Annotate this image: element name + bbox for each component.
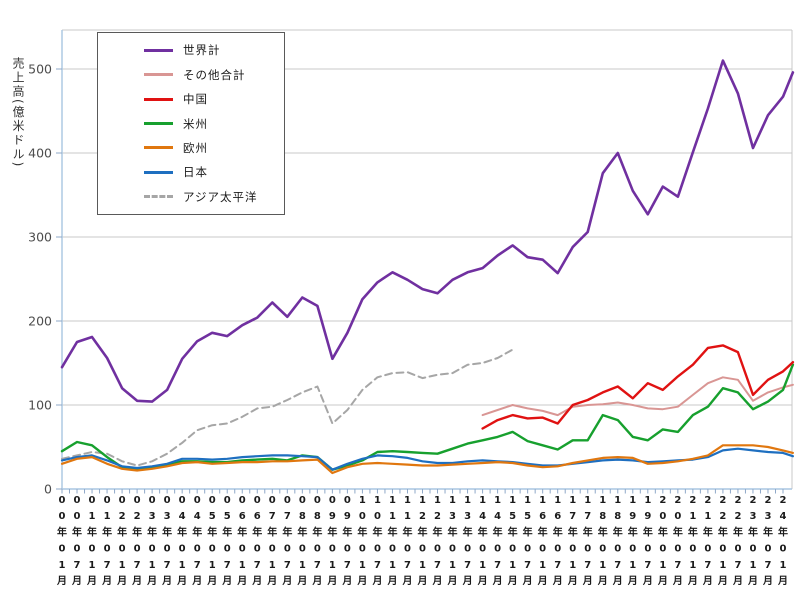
legend-swatch-japan <box>144 170 173 174</box>
x-tick-labels: 0 0 年 0 1 月 0 0 年 0 7 月 0 1 年 0 1 月 0 1 年 0 7 月 0 2 年 0 1 月 0 2 年 0 7 月 0 3 年 0… <box>56 495 788 587</box>
gridlines <box>62 68 792 406</box>
legend-swatch-world-total <box>144 48 173 52</box>
legend-label-americas: 米州 <box>183 116 208 131</box>
legend-swatch-china <box>144 97 173 101</box>
y-tick-label-400: 400 <box>28 146 52 161</box>
legend-item-world-total: 世界計 <box>98 39 284 61</box>
legend-item-europe: 欧州 <box>98 137 284 159</box>
legend-item-americas: 米州 <box>98 113 284 135</box>
legend-swatch-others-total <box>144 73 173 77</box>
legend-box: 世界計その他合計中国米州欧州日本アジア太平洋 <box>97 32 285 215</box>
y-axis-title: 売上高(億米ドル) <box>11 57 25 169</box>
axis-ticks <box>56 68 784 494</box>
y-tick-labels: 0 100 200 300 400 500 <box>28 62 52 497</box>
series-line-world-total <box>60 59 795 403</box>
legend-label-asia-pacific: アジア太平洋 <box>183 189 258 204</box>
y-tick-label-0: 0 <box>44 482 52 497</box>
legend-swatch-americas <box>144 122 173 125</box>
legend-label-others-total: その他合計 <box>183 67 246 82</box>
legend-label-europe: 欧州 <box>183 140 208 155</box>
legend-label-china: 中国 <box>183 92 208 107</box>
legend-swatch-asia-pacific <box>144 195 173 199</box>
series-line-china <box>481 344 795 430</box>
legend-label-world-total: 世界計 <box>183 43 221 58</box>
legend-item-japan: 日本 <box>98 161 284 183</box>
legend-item-asia-pacific: アジア太平洋 <box>98 186 284 208</box>
y-tick-label-300: 300 <box>28 230 52 245</box>
series-line-asia-pacific <box>61 348 514 467</box>
series-lines <box>60 59 795 475</box>
legend-swatch-europe <box>144 146 173 150</box>
series-line-others-total <box>481 376 794 417</box>
y-tick-label-100: 100 <box>28 398 52 413</box>
series-line-americas <box>60 363 795 471</box>
legend-item-china: 中国 <box>98 88 284 110</box>
legend-item-others-total: その他合計 <box>98 64 284 86</box>
y-tick-label-200: 200 <box>28 314 52 329</box>
y-tick-label-500: 500 <box>28 62 52 77</box>
legend-label-japan: 日本 <box>183 165 208 180</box>
series-line-europe <box>60 444 795 475</box>
